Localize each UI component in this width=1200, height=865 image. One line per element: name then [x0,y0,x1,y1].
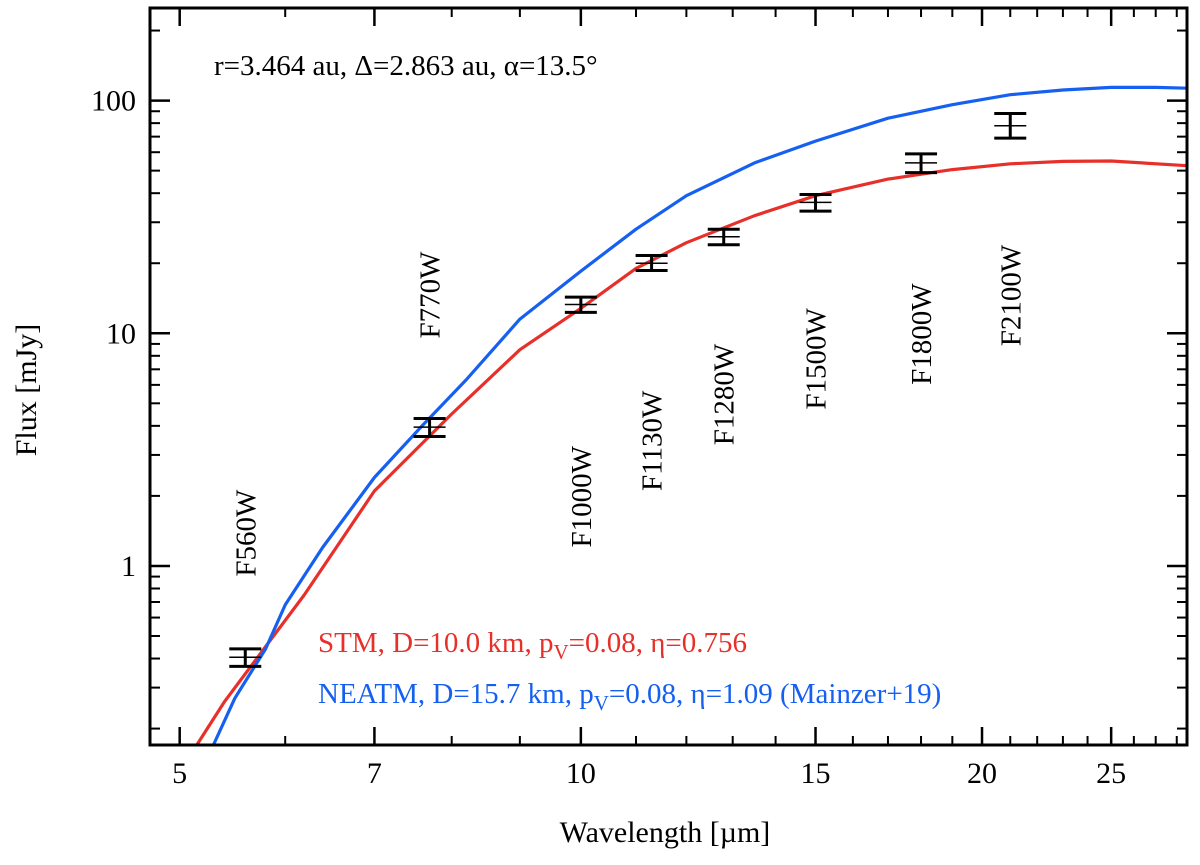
x-tick-label: 7 [367,757,382,790]
x-tick-label: 20 [967,757,997,790]
legend-stm: STM, D=10.0 km, pV=0.08, η=0.756 [318,627,747,664]
x-tick-label: 5 [172,757,187,790]
x-tick-label: 15 [801,757,831,790]
filter-label-f1130w: F1130W [637,390,669,491]
axes [148,6,1189,747]
errorbar-f2100w [994,112,1027,140]
legend-neatm: NEATM, D=15.7 km, pV=0.08, η=1.09 (Mainz… [318,678,941,715]
series-neatm-line [211,85,1187,745]
filter-label-f1280w: F1280W [709,343,741,445]
errorbar-f1800w [905,152,938,175]
plot-frame [148,6,1189,747]
errorbar-f1500w [799,192,832,213]
y-tick-label: 1 [121,550,136,583]
errorbar-f1280w [707,227,740,247]
filter-label-f560w: F560W [230,489,262,577]
tick-labels: 5 7 10 15 20 25 1 10 100 [91,85,1126,790]
filter-label-f1500w: F1500W [801,307,833,409]
measurement-errorbars [229,112,1027,668]
filter-labels: F560W F770W F1000W F1130W F1280W F1500W F1800W… [230,244,1027,577]
x-tick-label: 10 [566,757,596,790]
filter-label-f770w: F770W [415,251,447,339]
y-axis-label: Flux [mJy] [10,324,43,457]
errorbar-f1130w [635,253,668,273]
errorbar-f560w [229,647,262,668]
y-tick-label: 10 [106,317,136,350]
filter-label-f1000w: F1000W [566,445,598,547]
filter-label-f2100w: F2100W [995,244,1027,346]
x-axis-label: Wavelength [µm] [560,816,771,849]
y-tick-label: 100 [91,85,136,118]
errorbar-f1000w [564,295,597,314]
observing-geometry-annotation: r=3.464 au, Δ=2.863 au, α=13.5° [214,50,598,82]
filter-label-f1800w: F1800W [906,283,938,385]
errorbar-f770w [413,417,446,439]
x-tick-label: 25 [1096,757,1126,790]
